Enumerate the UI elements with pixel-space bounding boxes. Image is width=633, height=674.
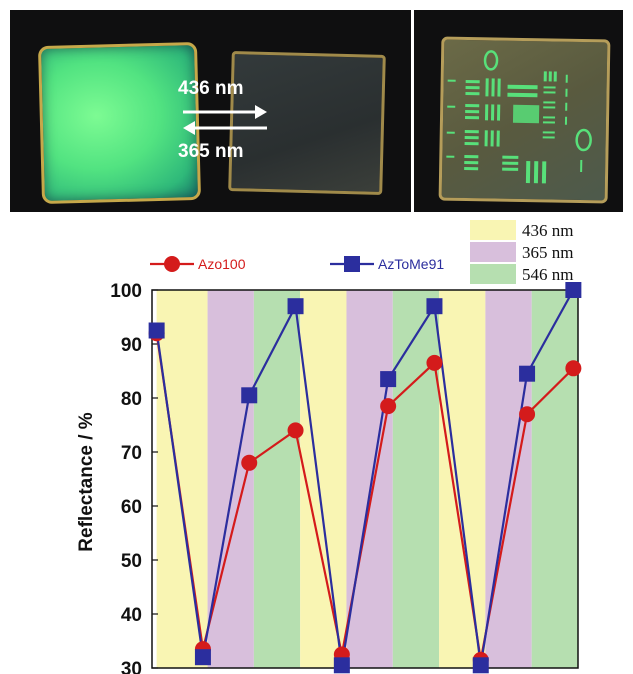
band-9 bbox=[531, 290, 578, 668]
legend-marker-azo100 bbox=[164, 256, 180, 272]
plot-frame bbox=[151, 289, 579, 669]
band-legend-swatch-3 bbox=[470, 264, 516, 284]
legend-marker-aztome91 bbox=[344, 256, 360, 272]
reflectance-chart: 30 40 50 60 70 80 90 100 Azo100 AzToMe91 436 nm 3… bbox=[76, 220, 582, 674]
y-tick-label: 70 bbox=[121, 443, 142, 464]
point-aztome91 bbox=[565, 282, 582, 298]
band-3 bbox=[253, 290, 301, 668]
band-legend-label-2: 365 nm bbox=[522, 243, 573, 262]
band-5 bbox=[346, 290, 393, 668]
band-legend: 436 nm 365 nm 546 nm bbox=[470, 220, 573, 284]
photo-patterned-film bbox=[414, 10, 623, 212]
series-line-aztome91 bbox=[155, 289, 575, 666]
point-aztome91 bbox=[426, 298, 443, 315]
y-tick-label: 50 bbox=[121, 551, 142, 572]
band-7 bbox=[439, 290, 486, 668]
band-2 bbox=[207, 290, 254, 668]
photo-panel: 436 nm 365 nm bbox=[10, 10, 623, 212]
point-aztome91 bbox=[472, 657, 489, 674]
band-1 bbox=[156, 290, 208, 668]
point-aztome91 bbox=[380, 371, 397, 388]
point-azo100 bbox=[519, 406, 536, 423]
band-4 bbox=[300, 290, 347, 668]
y-axis-label: Reflectance / % bbox=[76, 412, 97, 551]
point-azo100 bbox=[287, 422, 304, 439]
wavelength-bands bbox=[156, 290, 578, 668]
band-legend-label-3: 546 nm bbox=[522, 265, 573, 284]
point-aztome91 bbox=[148, 322, 165, 339]
band-legend-swatch-1 bbox=[470, 220, 516, 240]
legend-label-azo100: Azo100 bbox=[198, 256, 246, 272]
point-azo100 bbox=[426, 354, 443, 371]
y-tick-label: 90 bbox=[121, 335, 142, 356]
data-series bbox=[148, 282, 582, 674]
point-aztome91 bbox=[519, 365, 536, 382]
point-aztome91 bbox=[333, 657, 350, 674]
point-azo100 bbox=[241, 454, 258, 471]
point-azo100 bbox=[380, 398, 397, 415]
point-aztome91 bbox=[194, 649, 211, 666]
film-patterned bbox=[438, 36, 611, 204]
band-legend-swatch-2 bbox=[470, 242, 516, 262]
y-tick-label: 80 bbox=[121, 389, 142, 410]
series-legend: Azo100 AzToMe91 bbox=[150, 256, 444, 272]
point-azo100 bbox=[565, 360, 582, 377]
photo-switching-films: 436 nm 365 nm bbox=[10, 10, 411, 212]
plot-axes: 30 40 50 60 70 80 90 100 bbox=[110, 281, 579, 674]
band-8 bbox=[485, 290, 532, 668]
band-6 bbox=[392, 290, 440, 668]
arrow-top-label: 436 nm bbox=[178, 78, 244, 99]
y-tick-label: 60 bbox=[121, 497, 142, 518]
series-line-azo100 bbox=[155, 333, 575, 661]
point-aztome91 bbox=[287, 298, 304, 315]
legend-label-aztome91: AzToMe91 bbox=[378, 256, 444, 272]
arrow-bottom-label: 365 nm bbox=[178, 141, 244, 162]
y-tick-label: 40 bbox=[121, 605, 142, 626]
point-aztome91 bbox=[241, 387, 258, 404]
y-tick-label: 100 bbox=[110, 281, 142, 302]
switch-arrows-icon bbox=[183, 105, 267, 135]
resolution-target-pattern bbox=[446, 50, 592, 184]
band-legend-label-1: 436 nm bbox=[522, 221, 573, 240]
y-tick-label: 30 bbox=[121, 659, 142, 674]
